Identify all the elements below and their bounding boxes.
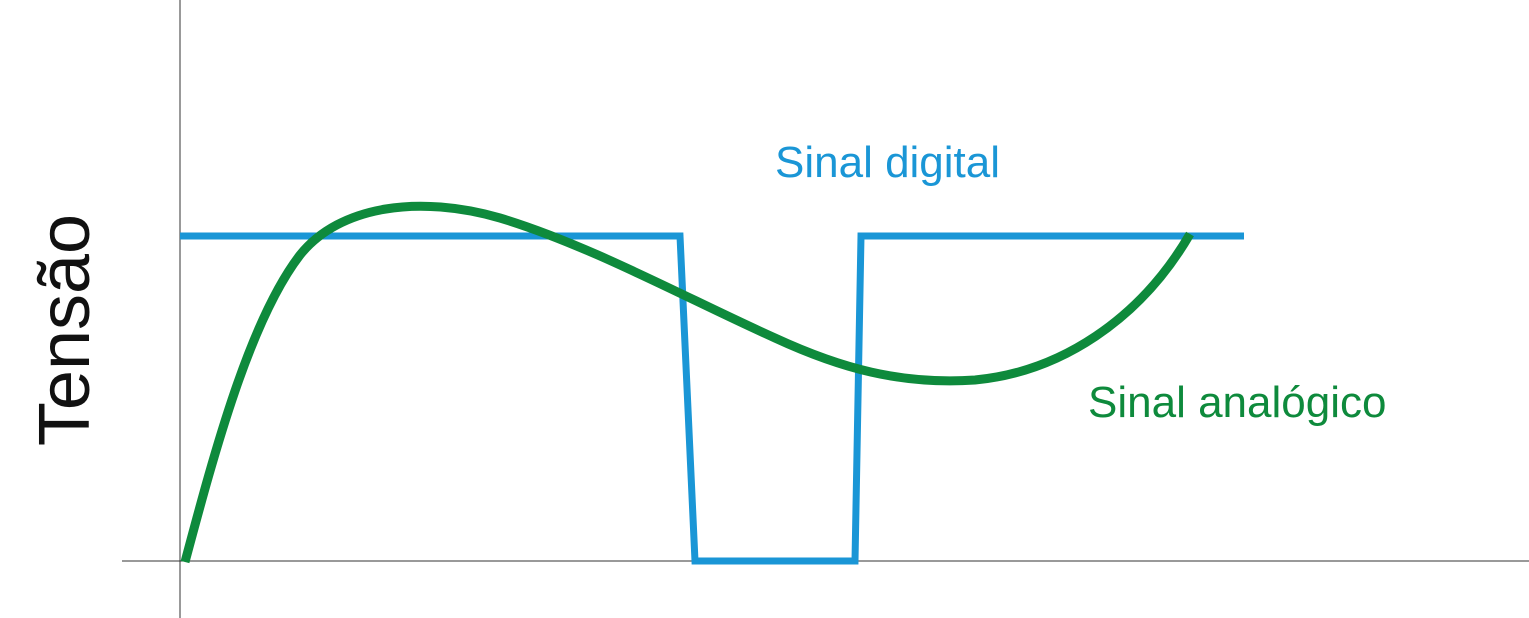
y-axis-label: Tensão — [25, 214, 105, 446]
analog-signal-curve — [180, 201, 1194, 564]
digital-signal-line — [180, 232, 1244, 565]
analog-signal-label: Sinal analógico — [1088, 378, 1386, 427]
digital-signal-label: Sinal digital — [775, 138, 1000, 187]
